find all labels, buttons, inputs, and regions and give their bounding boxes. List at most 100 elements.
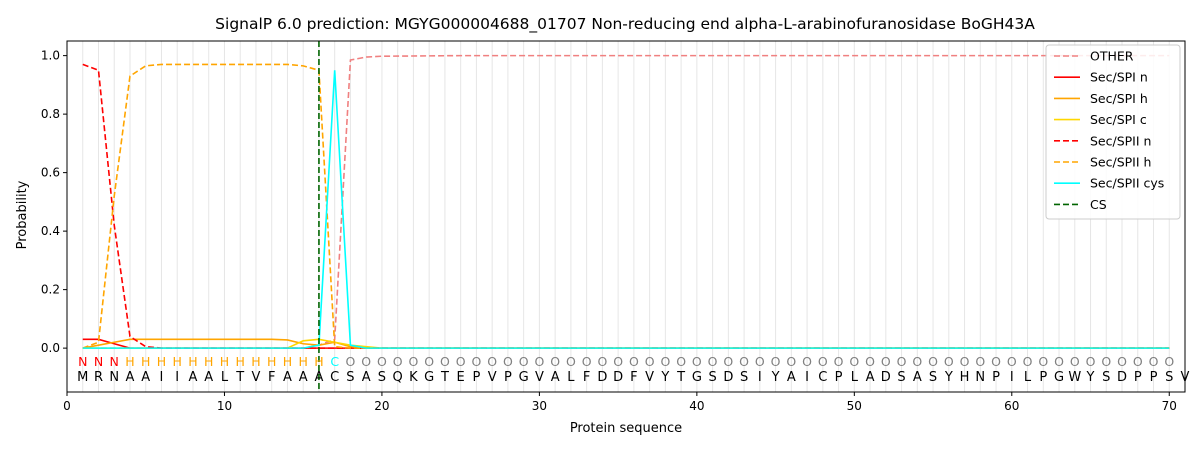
x-axis: 0 10 20 30 40 50 60 70 bbox=[63, 392, 1177, 413]
region-label: O bbox=[708, 354, 718, 369]
region-label: H bbox=[204, 354, 213, 369]
sequence-residue: S bbox=[346, 370, 354, 385]
sequence-residue: P bbox=[472, 370, 480, 385]
sequence-residue: V bbox=[488, 370, 497, 385]
region-label: H bbox=[251, 354, 260, 369]
sequence-residue: D bbox=[597, 370, 607, 385]
sequence-residue: A bbox=[913, 370, 922, 385]
sequence-residue: I bbox=[758, 370, 762, 385]
sequence-residue: T bbox=[235, 370, 244, 385]
region-label: H bbox=[267, 354, 276, 369]
region-label: O bbox=[786, 354, 796, 369]
y-tick-label: 0.0 bbox=[41, 341, 60, 355]
region-label: O bbox=[1133, 354, 1143, 369]
series-lines bbox=[82, 41, 1170, 392]
region-label: O bbox=[377, 354, 387, 369]
region-label: O bbox=[597, 354, 607, 369]
sequence-residue: S bbox=[740, 370, 748, 385]
region-label: O bbox=[755, 354, 765, 369]
legend-label-sec-spii-cys: Sec/SPII cys bbox=[1090, 176, 1164, 191]
region-label: H bbox=[298, 354, 307, 369]
sequence-residue: I bbox=[160, 370, 164, 385]
sequence-residue: I bbox=[175, 370, 179, 385]
sequence-residue: D bbox=[1117, 370, 1127, 385]
sequence-residue: A bbox=[551, 370, 560, 385]
region-label: O bbox=[692, 354, 702, 369]
y-tick-label: 0.6 bbox=[41, 166, 60, 180]
sequence-residue: S bbox=[1102, 370, 1110, 385]
sequence-residue: Y bbox=[1086, 370, 1095, 385]
region-label: O bbox=[849, 354, 859, 369]
sequence-residue: E bbox=[457, 370, 465, 385]
sequence-residue: C bbox=[818, 370, 827, 385]
sequence-residue: W bbox=[1068, 370, 1081, 385]
legend-label-sec-spii-n: Sec/SPII n bbox=[1090, 133, 1151, 148]
region-label: O bbox=[582, 354, 592, 369]
x-tick-label: 10 bbox=[217, 399, 232, 413]
sequence-residue: A bbox=[314, 370, 323, 385]
region-label: O bbox=[346, 354, 356, 369]
sequence-residue: R bbox=[94, 370, 103, 385]
y-tick-label: 0.4 bbox=[41, 224, 60, 238]
legend: OTHER Sec/SPI n Sec/SPI h Sec/SPI c Sec/SPII… bbox=[1045, 44, 1181, 220]
series-line-sec-spii-cys bbox=[82, 70, 1170, 349]
y-tick-label: 1.0 bbox=[41, 49, 60, 63]
sequence-residue: L bbox=[567, 370, 575, 385]
y-tick-label: 0.2 bbox=[41, 283, 60, 297]
sequence-residue: V bbox=[645, 370, 654, 385]
region-label: H bbox=[125, 354, 134, 369]
region-label: H bbox=[141, 354, 150, 369]
sequence-residue: A bbox=[283, 370, 292, 385]
region-label: O bbox=[566, 354, 576, 369]
region-label: O bbox=[440, 354, 450, 369]
sequence-residue: A bbox=[204, 370, 213, 385]
region-label: O bbox=[1070, 354, 1080, 369]
region-label: O bbox=[1007, 354, 1017, 369]
region-label: O bbox=[991, 354, 1001, 369]
region-label: O bbox=[471, 354, 481, 369]
y-tick-label: 0.8 bbox=[41, 107, 60, 121]
sequence-residue: P bbox=[1134, 370, 1142, 385]
region-label: O bbox=[818, 354, 828, 369]
sequence-residue: Y bbox=[944, 370, 953, 385]
region-label: O bbox=[503, 354, 513, 369]
region-label: O bbox=[1117, 354, 1127, 369]
sequence-residue: S bbox=[1165, 370, 1173, 385]
region-label: H bbox=[188, 354, 197, 369]
sequence-residue: A bbox=[299, 370, 308, 385]
sequence-residue: A bbox=[787, 370, 796, 385]
region-label: O bbox=[897, 354, 907, 369]
sequence-residue: K bbox=[409, 370, 418, 385]
region-label: H bbox=[173, 354, 182, 369]
x-tick-label: 50 bbox=[847, 399, 862, 413]
region-label: O bbox=[409, 354, 419, 369]
y-axis-label: Probability bbox=[15, 180, 30, 249]
sequence-residue: T bbox=[676, 370, 685, 385]
region-label: O bbox=[834, 354, 844, 369]
legend-label-cs: CS bbox=[1090, 197, 1107, 212]
sequence-residue: Y bbox=[660, 370, 669, 385]
region-label: O bbox=[1086, 354, 1096, 369]
sequence-residue: H bbox=[960, 370, 970, 385]
region-label: O bbox=[802, 354, 812, 369]
x-tick-label: 30 bbox=[532, 399, 547, 413]
region-label: O bbox=[1164, 354, 1174, 369]
region-label: O bbox=[645, 354, 655, 369]
x-axis-label: Protein sequence bbox=[570, 421, 682, 436]
sequence-labels: MNRNNNAHAHIHIHAHAHLHTHVHFHAHAHAHCCSOAOSO… bbox=[77, 354, 1189, 385]
sequence-residue: N bbox=[975, 370, 985, 385]
region-label: O bbox=[944, 354, 954, 369]
x-tick-label: 20 bbox=[374, 399, 389, 413]
series-line-sec-spii-h bbox=[82, 63, 1170, 349]
sequence-residue: P bbox=[992, 370, 1000, 385]
sequence-residue: A bbox=[126, 370, 135, 385]
region-label: O bbox=[550, 354, 560, 369]
sequence-residue: P bbox=[835, 370, 843, 385]
region-label: O bbox=[456, 354, 466, 369]
region-label: O bbox=[1149, 354, 1159, 369]
chart-title: SignalP 6.0 prediction: MGYG000004688_01… bbox=[215, 15, 1035, 34]
region-label: O bbox=[519, 354, 529, 369]
region-label: O bbox=[534, 354, 544, 369]
sequence-residue: P bbox=[504, 370, 512, 385]
